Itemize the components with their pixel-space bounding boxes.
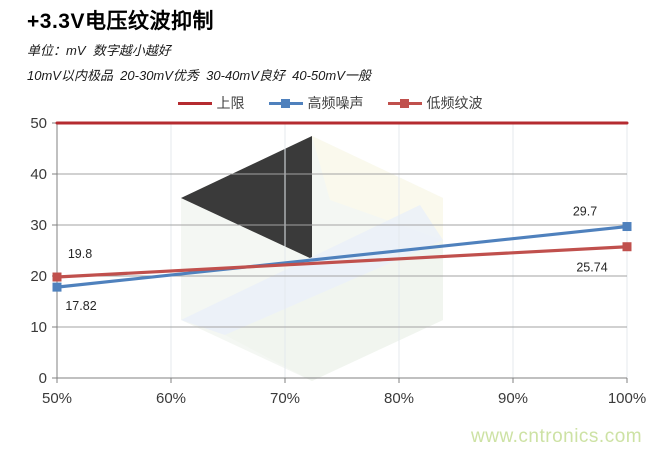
lf-ripple-line-marker-swatch-icon bbox=[387, 98, 422, 108]
data-label: 25.74 bbox=[576, 261, 607, 275]
data-point-marker bbox=[52, 282, 62, 292]
upper-limit-line-swatch-icon bbox=[177, 99, 212, 108]
chart-subtitle-unit: 单位：mV 数字越小越好 bbox=[27, 43, 171, 58]
data-point-marker bbox=[52, 272, 62, 282]
legend-label-hf-noise: 高频噪声 bbox=[307, 95, 364, 111]
x-tick-label: 60% bbox=[156, 390, 186, 407]
legend-label-upper-limit: 上限 bbox=[216, 95, 245, 111]
data-label: 17.82 bbox=[65, 299, 96, 313]
hf-noise-line-marker-swatch-icon bbox=[268, 98, 303, 108]
x-tick-label: 50% bbox=[42, 390, 72, 407]
chart-legend: 上限 高频噪声 低频纹波 bbox=[0, 93, 660, 113]
series-line-高频噪声 bbox=[55, 224, 629, 289]
y-tick-label: 40 bbox=[30, 166, 47, 183]
x-tick-label: 90% bbox=[498, 390, 528, 407]
data-label: 29.7 bbox=[573, 205, 597, 219]
site-watermark-text: www.cntronics.com bbox=[471, 426, 643, 447]
data-point-marker bbox=[622, 242, 632, 252]
legend-item-hf-noise: 高频噪声 bbox=[268, 93, 364, 113]
legend-item-upper-limit: 上限 bbox=[177, 93, 245, 113]
series-line-低频纹波 bbox=[55, 245, 629, 279]
x-tick-label: 80% bbox=[384, 390, 414, 407]
legend-label-lf-ripple: 低频纹波 bbox=[426, 95, 483, 111]
x-tick-label: 70% bbox=[270, 390, 300, 407]
y-tick-label: 20 bbox=[30, 268, 47, 285]
legend-item-lf-ripple: 低频纹波 bbox=[387, 93, 483, 113]
data-point-marker bbox=[622, 222, 632, 232]
data-label: 19.8 bbox=[68, 247, 92, 261]
chart-subtitle-scale: 10mV以内极品 20-30mV优秀 30-40mV良好 40-50mV一般 bbox=[27, 68, 371, 83]
y-tick-label: 10 bbox=[30, 319, 47, 336]
chart-title: +3.3V电压纹波抑制 bbox=[27, 10, 214, 33]
y-tick-label: 0 bbox=[39, 370, 47, 387]
y-tick-label: 30 bbox=[30, 217, 47, 234]
x-tick-label: 100% bbox=[608, 390, 646, 407]
y-tick-label: 50 bbox=[30, 115, 47, 132]
watermark-logo bbox=[181, 136, 443, 381]
